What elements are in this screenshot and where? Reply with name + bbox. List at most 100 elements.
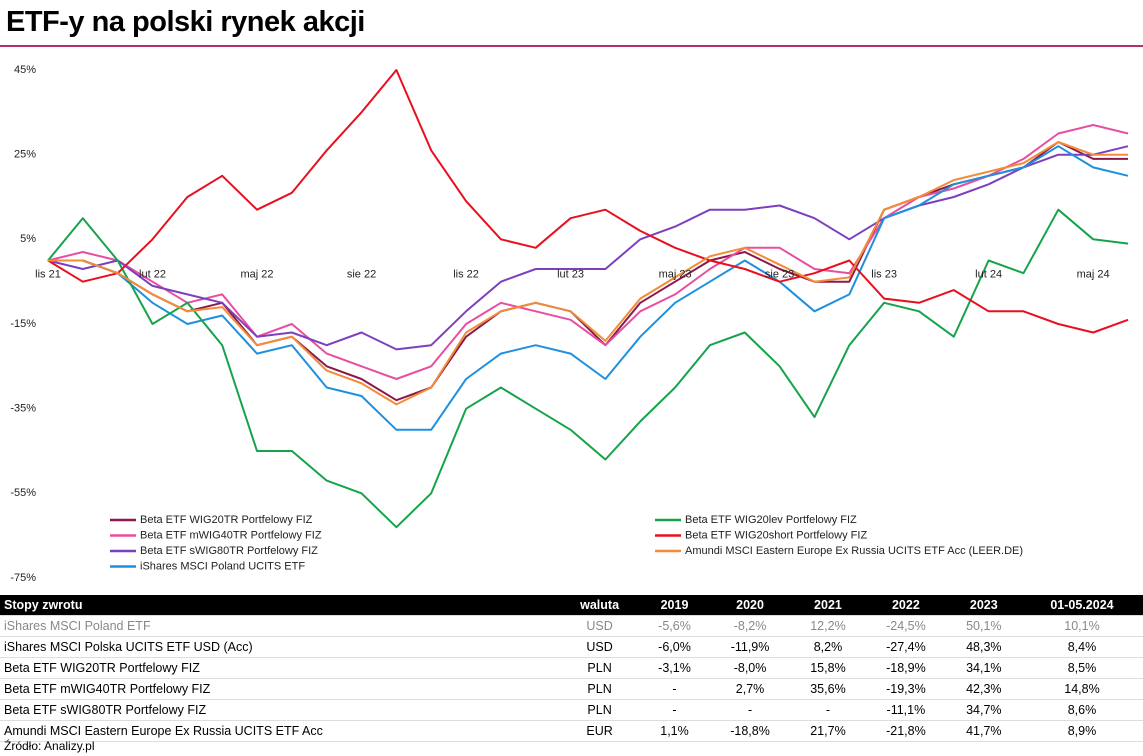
table-cell: -11,1% <box>865 699 947 721</box>
series-line <box>48 145 1129 431</box>
table-cell: 8,6% <box>1020 699 1143 721</box>
table-cell: -3,1% <box>639 657 710 679</box>
table-cell: -19,3% <box>865 678 947 700</box>
table-cell: 34,1% <box>946 657 1021 679</box>
y-tick-label: -55% <box>10 487 36 499</box>
table-cell: -5,6% <box>639 615 710 637</box>
table-row: Beta ETF sWIG80TR Portfelowy FIZ PLN - - - -1… <box>0 699 1143 721</box>
table-cell: -27,4% <box>865 636 947 658</box>
table-cell: Amundi MSCI Eastern Europe Ex Russia UCI… <box>0 720 560 742</box>
table-cell: 34,7% <box>946 699 1021 721</box>
legend-label: Beta ETF sWIG80TR Portfelowy FIZ <box>140 545 318 557</box>
table-cell: -8,2% <box>709 615 791 637</box>
header-cell: 2021 <box>790 595 866 616</box>
x-tick-label: lis 23 <box>871 268 897 280</box>
returns-table: Stopy zwrotu waluta 2019 2020 2021 2022 2023 01… <box>0 595 1143 742</box>
table-cell: -6,0% <box>639 636 710 658</box>
table-cell: 14,8% <box>1020 678 1143 700</box>
table-cell: 2,7% <box>709 678 791 700</box>
table-cell: PLN <box>559 678 640 700</box>
table-cell: PLN <box>559 699 640 721</box>
y-tick-label: -75% <box>10 572 36 584</box>
table-cell: 8,2% <box>790 636 866 658</box>
legend-label: Beta ETF mWIG40TR Portfelowy FIZ <box>140 529 322 541</box>
table-cell: USD <box>559 615 640 637</box>
x-tick-label: maj 23 <box>659 268 692 280</box>
table-row: iShares MSCI Polska UCITS ETF USD (Acc) U… <box>0 636 1143 658</box>
header-cell: 2020 <box>709 595 791 616</box>
table-cell: - <box>709 699 791 721</box>
table-cell: - <box>639 678 710 700</box>
x-tick-label: lis 21 <box>35 268 61 280</box>
table-cell: 1,1% <box>639 720 710 742</box>
table-cell: 42,3% <box>946 678 1021 700</box>
y-tick-label: -35% <box>10 403 36 415</box>
x-tick-label: sie 22 <box>347 268 376 280</box>
y-tick-label: 45% <box>14 64 36 76</box>
series-line <box>47 145 1129 351</box>
table-cell: 10,1% <box>1020 615 1143 637</box>
table-cell: EUR <box>559 720 640 742</box>
series-line <box>48 141 1128 406</box>
y-tick-label: 25% <box>14 149 36 161</box>
table-cell: 35,6% <box>790 678 866 700</box>
table-cell: iShares MSCI Poland ETF <box>0 615 560 637</box>
header-cell: 2019 <box>639 595 710 616</box>
chart: 45% 25% 5% -15% -35% -55% -75% lis 21 lut 22 maj … <box>10 64 1129 584</box>
x-tick-label: sie 23 <box>765 268 794 280</box>
chart-title: ETF-y na polski rynek akcji <box>6 6 365 38</box>
table-cell: 21,7% <box>790 720 866 742</box>
table-cell: USD <box>559 636 640 658</box>
header-cell: waluta <box>559 595 640 616</box>
table-cell: 12,2% <box>790 615 866 637</box>
x-tick-label: lut 24 <box>975 268 1002 280</box>
header-cell: Stopy zwrotu <box>0 595 560 616</box>
table-cell: 41,7% <box>946 720 1021 742</box>
series-line <box>47 124 1129 380</box>
x-tick-label: lut 22 <box>139 268 166 280</box>
x-tick-label: lis 22 <box>453 268 479 280</box>
y-tick-label: 5% <box>20 233 36 245</box>
table-cell: -21,8% <box>865 720 947 742</box>
y-tick-label: -15% <box>10 318 36 330</box>
table-cell: Beta ETF mWIG40TR Portfelowy FIZ <box>0 678 560 700</box>
table-cell: -18,8% <box>709 720 791 742</box>
table-cell: 8,4% <box>1020 636 1143 658</box>
title-rule <box>0 45 1143 47</box>
table-row: iShares MSCI Poland ETF USD -5,6% -8,2% 12,2… <box>0 615 1143 637</box>
series-line <box>48 141 1128 402</box>
header-cell: 2023 <box>946 595 1021 616</box>
series-line <box>47 69 1129 334</box>
table-cell: - <box>790 699 866 721</box>
table-cell: 8,5% <box>1020 657 1143 679</box>
header-cell: 2022 <box>865 595 947 616</box>
source: Źródło: Analizy.pl <box>4 739 95 753</box>
table-cell: 50,1% <box>946 615 1021 637</box>
table-cell: -11,9% <box>709 636 791 658</box>
table-row: Beta ETF mWIG40TR Portfelowy FIZ PLN -2,7%… <box>0 678 1143 700</box>
table-cell: 8,9% <box>1020 720 1143 742</box>
table-cell: iShares MSCI Polska UCITS ETF USD (Acc) <box>0 636 560 658</box>
table-cell: Beta ETF sWIG80TR Portfelowy FIZ <box>0 699 560 721</box>
table-cell: -8,0% <box>709 657 791 679</box>
legend-label: Beta ETF WIG20TR Portfelowy FIZ <box>140 514 313 526</box>
legend-label: Beta ETF WIG20short Portfelowy FIZ <box>685 529 867 541</box>
table-cell: -24,5% <box>865 615 947 637</box>
legend-label: Amundi MSCI Eastern Europe Ex Russia UCI… <box>685 545 1023 557</box>
table-cell: - <box>639 699 710 721</box>
table-cell: PLN <box>559 657 640 679</box>
series-line <box>47 208 1129 529</box>
table-row: Amundi MSCI Eastern Europe Ex Russia UCI… <box>0 720 1143 742</box>
table-cell: 15,8% <box>790 657 866 679</box>
table-cell: 48,3% <box>946 636 1021 658</box>
header-row: Stopy zwrotu waluta 2019 2020 2021 2022 2023 01… <box>0 595 1143 616</box>
table-cell: Beta ETF WIG20TR Portfelowy FIZ <box>0 657 560 679</box>
x-tick-label: maj 22 <box>241 268 274 280</box>
table-row: Beta ETF WIG20TR Portfelowy FIZ PLN -3,1% -… <box>0 657 1143 679</box>
legend-label: Beta ETF WIG20lev Portfelowy FIZ <box>685 514 857 526</box>
table-cell: -18,9% <box>865 657 947 679</box>
x-tick-label: maj 24 <box>1077 268 1110 280</box>
legend-label: iShares MSCI Poland UCITS ETF <box>140 560 305 572</box>
header-cell: 01-05.2024 <box>1020 595 1143 616</box>
